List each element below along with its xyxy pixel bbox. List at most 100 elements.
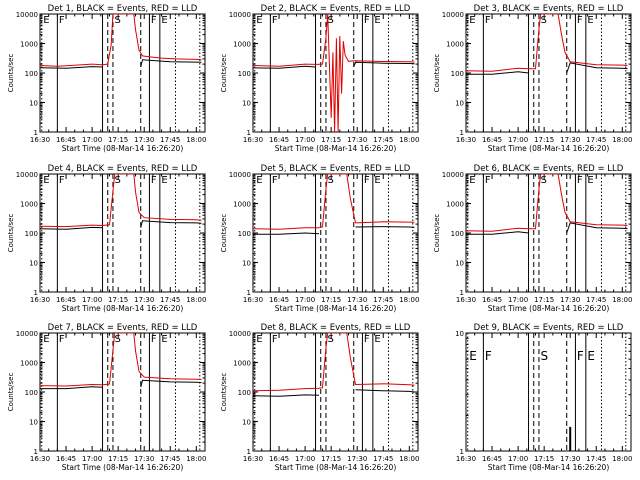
x-tick-label: 17:00 [295, 455, 315, 463]
x-tick-label: 17:15 [534, 455, 554, 463]
x-tick-label: 17:15 [534, 296, 554, 304]
x-tick-label: 17:30 [560, 455, 580, 463]
y-tick-label: 1000 [20, 41, 38, 49]
marker-label: S [114, 15, 120, 26]
x-axis-label: Start Time (08-Mar-14 16:26:20) [488, 463, 610, 472]
series-line-red [253, 174, 415, 230]
chart-panel-6: Det 6, BLACK = Events, RED = LLD 1 10 100 10… [433, 164, 632, 313]
plot-frame [465, 332, 632, 452]
y-axis-label: Counts/sec [7, 373, 15, 412]
marker-label: S [540, 15, 546, 26]
y-tick-label: 1000 [233, 360, 251, 368]
marker-label: F [485, 15, 491, 26]
marker-label: F [59, 15, 65, 26]
marker-label: F [59, 175, 65, 186]
x-axis-label: Start Time (08-Mar-14 16:26:20) [62, 304, 184, 313]
marker-label: F [151, 175, 157, 186]
chart-panel-3: Det 3, BLACK = Events, RED = LLD 1 10 100 10… [433, 4, 632, 153]
y-axis-label: Counts/sec [7, 214, 15, 253]
x-tick-label: 18:00 [612, 455, 632, 463]
plot-frame [39, 13, 206, 133]
marker-label: E [587, 175, 593, 186]
chart-title: Det 7, BLACK = Events, RED = LLD [48, 323, 198, 333]
series-line-black [353, 61, 415, 68]
y-tick-label: 1 [34, 289, 38, 297]
x-tick-label: 16:45 [56, 455, 76, 463]
y-tick-label: 100 [451, 230, 464, 238]
marker-label: F [151, 15, 157, 26]
series-line-red [40, 14, 202, 67]
y-tick-label: 100 [238, 389, 251, 397]
y-tick-label: 10000 [442, 11, 464, 19]
y-tick-label: 10 [242, 100, 251, 108]
y-tick-label: 1000 [446, 41, 464, 49]
chart-title: Det 8, BLACK = Events, RED = LLD [261, 323, 411, 333]
plot-frame [39, 173, 206, 293]
plot-frame [465, 173, 632, 293]
y-tick-label: 10000 [442, 171, 464, 179]
marker-label: F [577, 15, 583, 26]
y-tick-label: 1 [460, 289, 464, 297]
marker-label: E [469, 175, 475, 186]
x-tick-label: 17:00 [508, 455, 528, 463]
x-tick-label: 18:00 [612, 136, 632, 144]
series-line-black [140, 220, 202, 228]
x-axis-label: Start Time (08-Mar-14 16:26:20) [275, 144, 397, 153]
marker-label: E [43, 334, 49, 345]
x-tick-label: 17:45 [586, 136, 606, 144]
marker-label: E [43, 175, 49, 186]
x-tick-label: 17:45 [160, 136, 180, 144]
series-line-black [355, 226, 415, 228]
x-tick-label: 16:30 [456, 296, 476, 304]
x-tick-label: 18:00 [186, 455, 206, 463]
series-line-black [40, 226, 103, 230]
marker-label: S [540, 175, 546, 186]
marker-label: E [256, 334, 262, 345]
y-axis-label: Counts/sec [7, 54, 15, 93]
x-tick-label: 16:30 [243, 296, 263, 304]
series-line-black [253, 65, 316, 69]
y-tick-label: 1 [460, 129, 464, 137]
y-tick-label: 10000 [229, 330, 251, 338]
y-tick-label: 10 [455, 260, 464, 268]
y-tick-label: 10000 [16, 171, 38, 179]
y-tick-label: 10 [29, 260, 38, 268]
chart-panel-9: Det 9, BLACK = Events, RED = LLD 1 10 16:30… [455, 323, 632, 472]
x-tick-label: 17:30 [347, 455, 367, 463]
y-tick-label: 1 [247, 289, 251, 297]
series-line-black [355, 389, 415, 393]
x-tick-label: 17:30 [560, 296, 580, 304]
y-tick-label: 1000 [233, 41, 251, 49]
series-line-black [466, 71, 529, 75]
x-axis-label: Start Time (08-Mar-14 16:26:20) [62, 144, 184, 153]
x-axis-label: Start Time (08-Mar-14 16:26:20) [275, 304, 397, 313]
series-line-red [253, 14, 415, 132]
marker-label: S [114, 175, 120, 186]
y-tick-label: 10 [242, 419, 251, 427]
marker-label: E [374, 175, 380, 186]
x-tick-label: 17:00 [295, 296, 315, 304]
x-axis-label: Start Time (08-Mar-14 16:26:20) [62, 463, 184, 472]
x-tick-label: 17:45 [373, 296, 393, 304]
marker-label: E [587, 349, 595, 363]
x-tick-label: 18:00 [399, 296, 419, 304]
y-tick-label: 10 [455, 100, 464, 108]
chart-panel-4: Det 4, BLACK = Events, RED = LLD 1 10 100 10… [7, 164, 206, 313]
x-tick-label: 17:45 [373, 136, 393, 144]
series-line-red [40, 333, 202, 387]
y-axis-label: Counts/sec [220, 373, 228, 412]
marker-label: S [540, 349, 548, 363]
x-tick-label: 16:30 [30, 455, 50, 463]
y-tick-label: 1000 [20, 360, 38, 368]
x-tick-label: 17:00 [82, 296, 102, 304]
y-tick-label: 1 [247, 129, 251, 137]
x-tick-label: 16:30 [30, 136, 50, 144]
chart-panel-8: Det 8, BLACK = Events, RED = LLD 1 10 100 10… [220, 323, 419, 472]
x-tick-label: 16:45 [482, 296, 502, 304]
y-axis-label: Counts/sec [220, 214, 228, 253]
marker-label: F [364, 15, 370, 26]
marker-label: E [469, 349, 477, 363]
series-line-red [466, 14, 628, 72]
chart-panel-7: Det 7, BLACK = Events, RED = LLD 1 10 100 10… [7, 323, 206, 472]
